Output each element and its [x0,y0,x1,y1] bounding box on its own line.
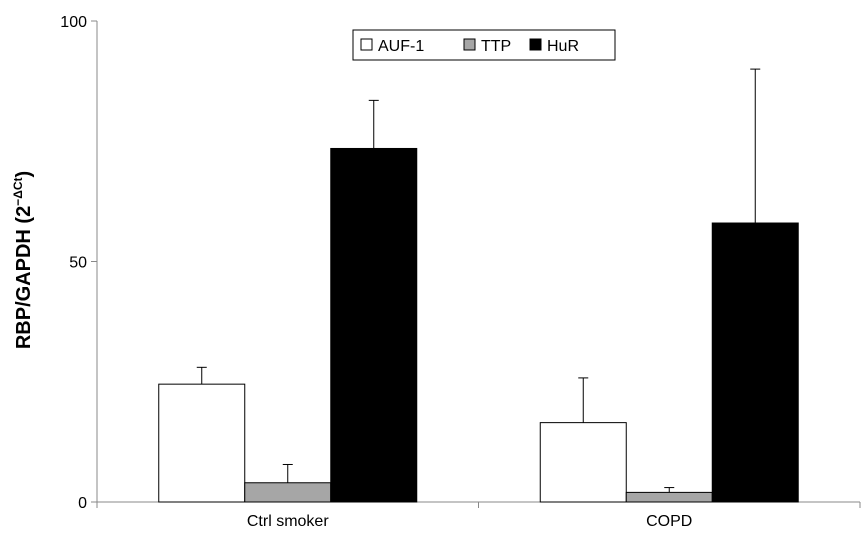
y-axis-label: RBP/GAPDH (2−ΔCt) [11,171,35,349]
bar-auf-1-ctrl-smoker [158,383,246,503]
x-category-label: COPD [646,513,692,530]
bar-auf-1-copd [539,422,627,503]
x-category-label: Ctrl smoker [247,513,329,530]
bar-hur-copd [711,222,799,503]
bar-ttp-copd [625,491,713,503]
bar-hur-ctrl-smoker [330,147,418,503]
legend-label: HuR [547,38,579,55]
legend-label: AUF-1 [378,38,424,55]
legend-swatch [463,38,476,51]
y-tick-label: 0 [78,495,87,512]
bar-ttp-ctrl-smoker [244,482,332,503]
tick-labels: 0 50 100 [60,14,87,512]
legend-box [352,29,616,61]
bars [158,68,799,503]
y-tick-label: 50 [69,255,87,272]
legend-label: TTP [481,38,511,55]
legend-swatch [529,38,542,51]
y-tick-label: 100 [60,14,87,31]
category-labels: Ctrl smoker COPD [247,513,693,530]
legend-swatch [360,38,373,51]
legend: AUF-1 TTP HuR [352,29,616,61]
